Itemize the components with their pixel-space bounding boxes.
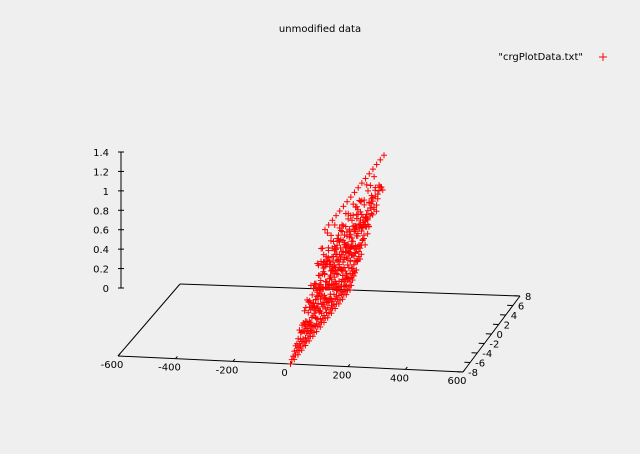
- data-point: [354, 204, 360, 210]
- data-point: [337, 208, 343, 214]
- y-tick-label-4: 0: [497, 330, 503, 341]
- z-tick-label-1: 0.2: [93, 265, 109, 276]
- z-tick-label-5: 1: [103, 187, 109, 198]
- data-point: [360, 236, 366, 242]
- data-point: [365, 188, 371, 194]
- data-point: [374, 162, 380, 168]
- legend-marker: [599, 53, 607, 61]
- x-tick-label-1: -400: [158, 363, 181, 374]
- y-tick-label-3: -2: [489, 340, 499, 351]
- data-point: [355, 185, 361, 191]
- data-point: [340, 203, 346, 209]
- y-tick-label-6: 4: [511, 311, 517, 322]
- data-point: [326, 222, 332, 228]
- data-point: [333, 246, 339, 252]
- y-tick-label-0: -8: [468, 368, 478, 379]
- left-y-edge: [118, 284, 180, 356]
- z-tick-label-3: 0.6: [93, 226, 109, 237]
- legend-label: "crgPlotData.txt": [498, 52, 583, 63]
- data-point: [327, 291, 333, 297]
- x-tick-label-3: 0: [281, 368, 287, 379]
- data-point: [370, 166, 376, 172]
- data-point: [319, 245, 325, 251]
- data-point: [344, 199, 350, 205]
- x-tick-label-6: 600: [447, 376, 466, 387]
- data-point: [377, 157, 383, 163]
- z-tick-label-6: 1.2: [93, 167, 109, 178]
- data-point: [365, 231, 371, 237]
- y-tick-label-7: 6: [518, 302, 524, 313]
- data-point: [352, 189, 358, 195]
- z-tick-label-2: 0.4: [93, 245, 109, 256]
- data-point: [381, 152, 387, 158]
- z-tick-label-0: 0: [103, 284, 109, 295]
- data-point: [371, 174, 377, 180]
- y-tick-label-1: -6: [475, 359, 485, 370]
- data-point: [363, 175, 369, 181]
- data-point: [366, 171, 372, 177]
- x-tick-mark-6: [463, 370, 465, 372]
- x-tick-label-2: -200: [216, 365, 239, 376]
- y-tick-label-2: -4: [482, 349, 492, 360]
- data-point: [333, 213, 339, 219]
- y-tick-label-8: 8: [525, 292, 531, 303]
- x-tick-label-0: -600: [101, 360, 124, 371]
- data-point: [348, 194, 354, 200]
- y-tick-label-5: 2: [504, 321, 510, 332]
- x-tick-label-4: 200: [332, 371, 351, 382]
- chart-title: unmodified data: [279, 24, 361, 35]
- z-tick-label-4: 0.8: [93, 206, 109, 217]
- axes-group: [118, 152, 520, 372]
- data-points: [288, 152, 388, 367]
- data-point: [358, 199, 364, 205]
- z-tick-label-7: 1.4: [93, 148, 109, 159]
- x-tick-label-5: 400: [390, 373, 409, 384]
